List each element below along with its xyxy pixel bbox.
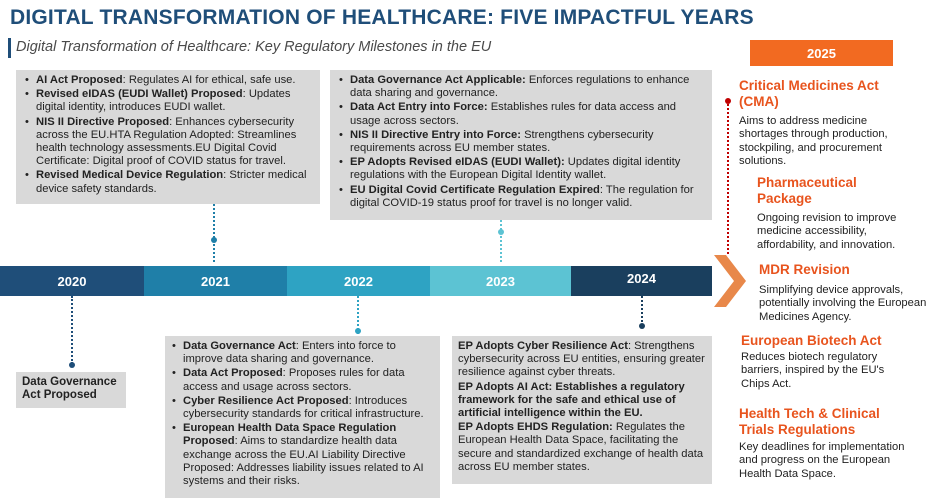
connector-2020: [71, 296, 73, 364]
milestone-2025-healthtech-desc: Key deadlines for implementation and pro…: [739, 441, 905, 480]
milestone-2023-covid-cert: EU Digital Covid Certificate Regulation …: [336, 184, 706, 210]
milestone-2024-ehds: EP Adopts EHDS Regulation: Regulates the…: [458, 421, 704, 473]
box-2023-milestones: Data Governance Act Applicable: Enforces…: [330, 70, 712, 220]
page-title: DIGITAL TRANSFORMATION OF HEALTHCARE: FI…: [10, 6, 754, 29]
milestone-2021-nis2: NIS II Directive Proposed: Enhances cybe…: [22, 116, 314, 169]
milestone-2023-data-act: Data Act Entry into Force: Establishes r…: [336, 101, 706, 127]
connector-2021: [213, 204, 215, 262]
connector-2022: [357, 296, 359, 334]
milestone-2025-biotech-heading: European Biotech Act: [741, 333, 882, 348]
milestone-2021-mdr: Revised Medical Device Regulation: Stric…: [22, 169, 314, 195]
box-2021-milestones: AI Act Proposed: Regulates AI for ethica…: [16, 70, 320, 204]
connector-2025-dot: [725, 98, 731, 104]
box-2022-milestones: Data Governance Act: Enters into force t…: [165, 336, 440, 498]
connector-2022-dot: [355, 328, 361, 334]
milestone-2021-ai-act: AI Act Proposed: Regulates AI for ethica…: [22, 74, 314, 87]
timeline-bar: 2020 2021 2022 2023 2024: [0, 266, 712, 296]
milestone-2025-cma-heading: Critical Medicines Act (CMA): [739, 78, 879, 109]
connector-2023: [500, 220, 502, 262]
connector-2024: [641, 296, 643, 326]
milestone-2025-cma-desc: Aims to address medicine shortages throu…: [739, 115, 888, 168]
milestone-2025-mdr-heading: MDR Revision: [759, 262, 850, 277]
milestone-2024-cra: EP Adopts Cyber Resilience Act: Strength…: [458, 340, 705, 379]
timeline-year-2021: 2021: [144, 266, 287, 296]
connector-2021-dot: [211, 237, 217, 243]
connector-2023-dot: [498, 229, 504, 235]
subtitle-accent-bar: [8, 38, 11, 58]
timeline-arrow-icon: [714, 255, 746, 307]
page-subtitle: Digital Transformation of Healthcare: Ke…: [16, 39, 492, 55]
year-2025-badge: 2025: [750, 40, 893, 66]
connector-2020-dot: [69, 362, 75, 368]
milestone-2022-data-act: Data Act Proposed: Proposes rules for da…: [169, 367, 434, 393]
timeline-year-2023: 2023: [430, 266, 571, 296]
milestone-2025-pharma-heading: Pharmaceutical Package: [757, 175, 857, 206]
milestone-2025-biotech-desc: Reduces biotech regulatory barriers, ins…: [741, 351, 885, 390]
milestone-2023-dga: Data Governance Act Applicable: Enforces…: [336, 74, 706, 100]
milestone-2022-ehds: European Health Data Space Regulation Pr…: [169, 422, 434, 488]
box-2024-milestones: EP Adopts Cyber Resilience Act: Strength…: [452, 336, 712, 484]
timeline-year-2020: 2020: [0, 266, 144, 296]
box-2020-label: Data Governance Act Proposed: [16, 372, 126, 408]
milestone-2022-dga: Data Governance Act: Enters into force t…: [169, 340, 434, 366]
milestone-2022-cra: Cyber Resilience Act Proposed: Introduce…: [169, 395, 434, 421]
milestone-2025-pharma-desc: Ongoing revision to improve medicine acc…: [757, 212, 897, 251]
connector-2025: [727, 100, 729, 254]
timeline-year-2024: 2024: [571, 266, 712, 296]
milestone-2025-healthtech-heading: Health Tech & Clinical Trials Regulation…: [739, 406, 880, 437]
milestone-2024-ai-act: EP Adopts AI Act: Establishes a regulato…: [458, 380, 685, 420]
connector-2024-dot: [639, 323, 645, 329]
timeline-year-2022: 2022: [287, 266, 430, 296]
milestone-2023-eidas: EP Adopts Revised eIDAS (EUDI Wallet): U…: [336, 156, 706, 182]
milestone-2021-eidas: Revised eIDAS (EUDI Wallet) Proposed: Up…: [22, 88, 314, 114]
milestone-2023-nis2: NIS II Directive Entry into Force: Stren…: [336, 129, 706, 155]
milestone-2025-mdr-desc: Simplifying device approvals, potentiall…: [759, 284, 927, 323]
